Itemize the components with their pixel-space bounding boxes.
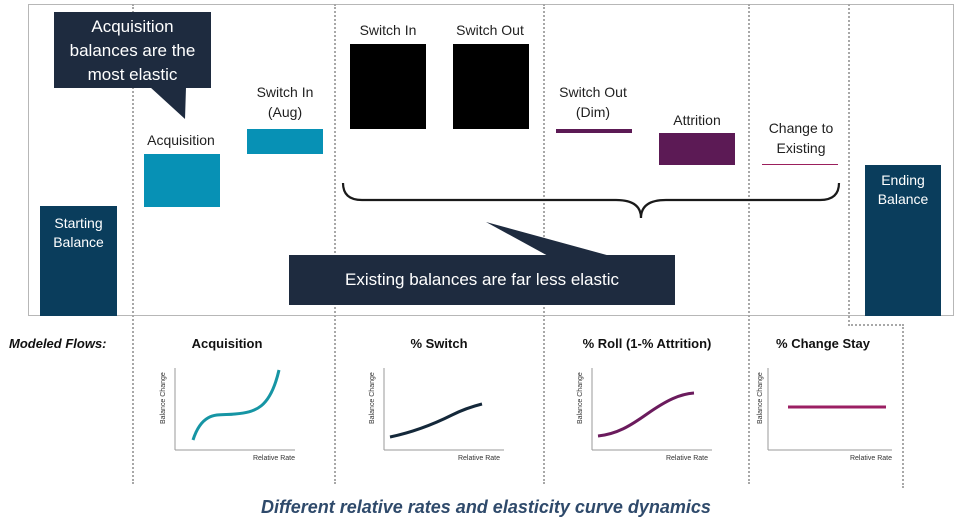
ending-balance-bar: Ending Balance	[865, 165, 941, 316]
switch-in-label: Switch In	[359, 22, 417, 38]
attrition-label: Attrition	[673, 112, 721, 128]
acquisition-xlabel: Relative Rate	[253, 455, 295, 462]
elastic-callout: Acquisition balances are the most elasti…	[54, 12, 211, 88]
switch-in-bar	[350, 44, 426, 129]
switch-out-bar	[453, 44, 529, 129]
acquisition-curve	[191, 369, 281, 441]
divider-1	[132, 4, 134, 484]
divider-5	[848, 4, 850, 326]
existing-callout-pointer	[486, 222, 614, 257]
starting-balance-bar: Starting Balance	[40, 206, 117, 316]
waterfall-frame	[28, 4, 954, 316]
panel-title-change-stay: % Change Stay	[776, 336, 870, 351]
switch-out-label: Switch Out	[456, 22, 524, 38]
change-to-existing-bar	[762, 164, 838, 165]
acquisition-label: Acquisition	[147, 132, 215, 148]
change-stay-xlabel: Relative Rate	[850, 455, 892, 462]
switch-curve	[389, 402, 483, 439]
panel-title-roll: % Roll (1-% Attrition)	[582, 336, 712, 351]
roll-ylabel: Balance Change	[577, 372, 584, 424]
panel-title-switch: % Switch	[410, 336, 468, 351]
switch-in-aug-label: Switch In (Aug)	[256, 84, 314, 120]
divider-2	[334, 4, 336, 484]
roll-xlabel: Relative Rate	[666, 455, 708, 462]
modeled-flows-title: Modeled Flows:	[9, 336, 107, 351]
panel-title-acquisition: Acquisition	[191, 336, 263, 351]
change-to-existing-label: Change to Existing	[768, 120, 834, 156]
roll-curve-chart: Balance Change Relative Rate	[577, 368, 712, 462]
ending-balance-label: Ending Balance	[877, 172, 929, 207]
attrition-bar	[659, 133, 735, 165]
switch-in-aug-bar	[247, 129, 323, 154]
starting-balance-label: Starting Balance	[53, 215, 104, 250]
elastic-callout-text: Acquisition balances are the most elasti…	[69, 17, 196, 84]
curly-brace	[341, 182, 841, 219]
switch-out-dim-bar	[556, 129, 632, 133]
change-stay-ylabel: Balance Change	[757, 372, 764, 424]
switch-xlabel: Relative Rate	[458, 455, 500, 462]
divider-6	[848, 324, 904, 326]
elastic-callout-pointer	[150, 87, 186, 119]
acquisition-bar	[144, 154, 220, 207]
divider-7	[902, 324, 904, 488]
acquisition-ylabel: Balance Change	[160, 372, 167, 424]
existing-callout: Existing balances are far less elastic	[289, 255, 675, 305]
switch-ylabel: Balance Change	[369, 372, 376, 424]
roll-curve	[597, 391, 695, 438]
divider-4	[748, 4, 750, 484]
switch-out-dim-label: Switch Out (Dim)	[559, 84, 627, 120]
existing-callout-text: Existing balances are far less elastic	[344, 270, 620, 289]
footer-caption: Different relative rates and elasticity …	[261, 497, 711, 517]
change-stay-curve-chart: Balance Change Relative Rate	[757, 368, 892, 462]
acquisition-curve-chart: Balance Change Relative Rate	[160, 368, 295, 462]
switch-curve-chart: Balance Change Relative Rate	[369, 368, 504, 462]
